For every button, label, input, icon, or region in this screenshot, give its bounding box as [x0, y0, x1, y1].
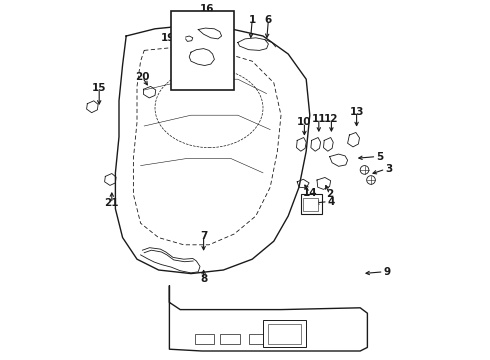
- Bar: [263, 320, 306, 347]
- Text: 16: 16: [200, 4, 215, 14]
- Text: 8: 8: [200, 274, 207, 284]
- Text: 11: 11: [312, 114, 326, 124]
- Text: 19: 19: [160, 33, 175, 43]
- Text: 2: 2: [326, 189, 333, 199]
- Bar: [301, 194, 321, 214]
- Bar: [303, 198, 318, 211]
- Text: 4: 4: [328, 197, 335, 207]
- Text: 20: 20: [135, 72, 149, 82]
- Text: 10: 10: [297, 117, 312, 127]
- Bar: [195, 334, 215, 344]
- Text: 18: 18: [182, 65, 196, 75]
- Text: 5: 5: [376, 152, 384, 162]
- Text: 6: 6: [265, 15, 272, 25]
- Text: 9: 9: [384, 267, 391, 277]
- Text: 14: 14: [302, 188, 317, 198]
- Bar: [171, 11, 234, 90]
- Text: 7: 7: [200, 231, 207, 241]
- Text: 21: 21: [104, 198, 119, 208]
- Bar: [248, 334, 269, 344]
- Text: 12: 12: [324, 114, 339, 124]
- Bar: [220, 334, 240, 344]
- Bar: [269, 324, 301, 344]
- Text: 3: 3: [386, 164, 392, 174]
- Text: 1: 1: [248, 15, 256, 25]
- Text: 17: 17: [198, 22, 213, 32]
- Text: 15: 15: [92, 83, 106, 93]
- Text: 13: 13: [349, 107, 364, 117]
